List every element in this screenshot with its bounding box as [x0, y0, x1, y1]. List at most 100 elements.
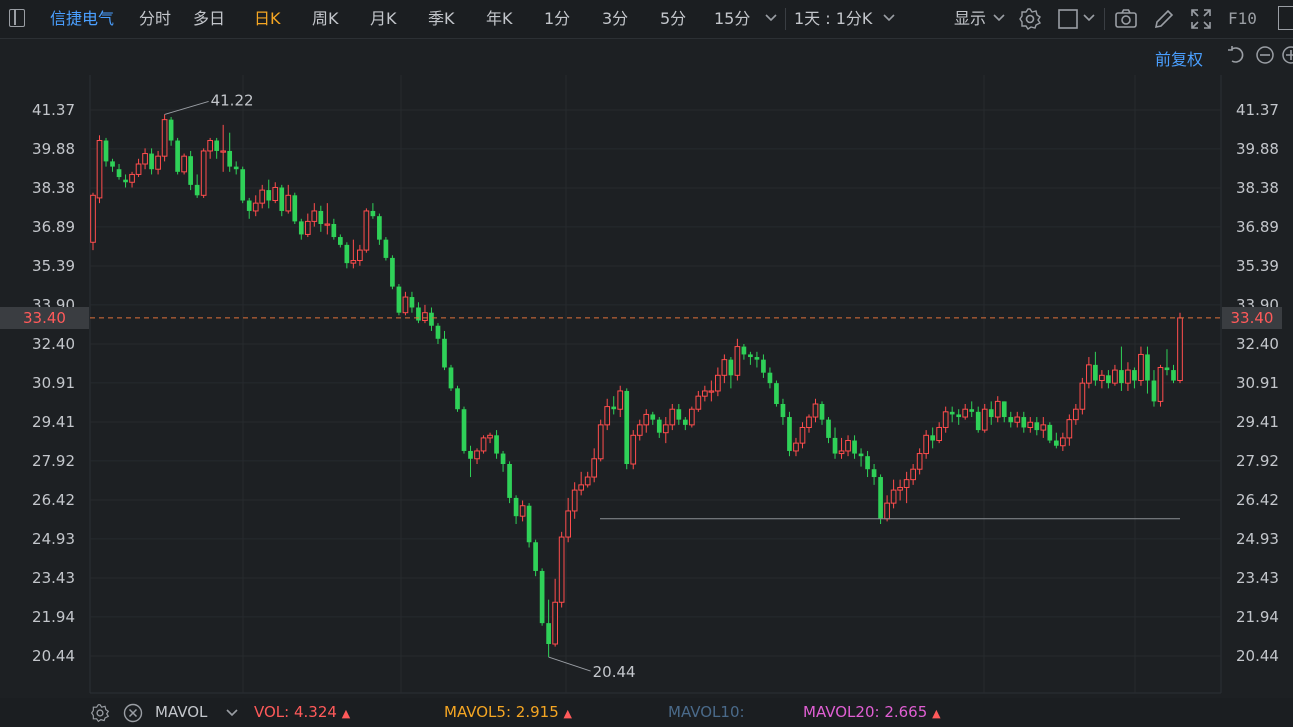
camera-icon[interactable]	[1114, 7, 1138, 31]
candle-body	[246, 200, 252, 211]
gear-icon[interactable]	[1018, 7, 1042, 31]
pencil-icon[interactable]	[1152, 7, 1176, 31]
tab-weekly-k[interactable]: 周K	[312, 9, 339, 28]
mavol5-value: 2.915	[515, 703, 559, 721]
candle-body	[110, 161, 115, 167]
fullscreen-icon[interactable]	[1189, 7, 1213, 31]
chevron-down-icon[interactable]	[992, 11, 1006, 25]
mavol10-label: MAVOL10:	[668, 703, 745, 721]
candle-body	[227, 150, 233, 167]
candle-body	[442, 338, 447, 368]
candle-body	[487, 434, 493, 439]
candle-body	[604, 406, 611, 426]
candle-body	[949, 411, 955, 415]
undo-icon[interactable]	[1226, 45, 1246, 65]
candle-body	[207, 140, 214, 152]
candle-body	[728, 359, 734, 376]
price-tick-label: 26.42	[1236, 491, 1279, 509]
candle-body	[806, 416, 812, 428]
candle-body	[272, 186, 279, 202]
candle-body	[350, 260, 357, 264]
candle-body	[1125, 369, 1131, 384]
price-tick-label: 35.39	[32, 257, 75, 275]
square-icon[interactable]	[1056, 7, 1080, 31]
price-tick-label: 20.44	[1236, 647, 1279, 665]
sidebar-toggle-icon[interactable]	[9, 9, 25, 27]
candle-body	[956, 414, 962, 418]
interval-selector[interactable]: 1天 : 1分K	[794, 9, 873, 28]
tab-yearly-k[interactable]: 年K	[486, 9, 513, 28]
indicator-name[interactable]: MAVOL	[155, 703, 208, 721]
candle-body	[123, 179, 128, 183]
current-price-tag-right: 33.40	[1222, 307, 1282, 329]
candle-body	[754, 357, 760, 360]
price-tick-label: 32.40	[1236, 335, 1279, 353]
candle-body	[597, 424, 604, 460]
candlestick-chart[interactable]: 41.3739.8838.3836.8935.3933.9032.4030.91…	[0, 0, 1293, 698]
candle-body	[774, 383, 779, 404]
candle-body	[571, 489, 578, 512]
zoom-in-icon[interactable]	[1281, 45, 1293, 65]
price-tick-label: 41.37	[32, 101, 75, 119]
gear-icon[interactable]	[90, 703, 110, 723]
tab-3min[interactable]: 3分	[602, 9, 629, 28]
candle-body	[832, 437, 838, 454]
candle-body	[422, 312, 428, 322]
candle-body	[377, 216, 382, 240]
candle-body	[135, 163, 142, 175]
price-tick-label: 39.88	[32, 140, 75, 158]
tab-daily-k[interactable]: 日K	[254, 9, 281, 28]
chevron-down-icon[interactable]	[764, 11, 778, 25]
candle-body	[936, 426, 943, 442]
candle-body	[344, 244, 350, 264]
tab-monthly-k[interactable]: 月K	[370, 9, 397, 28]
candle-body	[962, 408, 969, 418]
f10-button[interactable]: F10	[1228, 9, 1257, 28]
candle-body	[780, 404, 786, 418]
tab-1min[interactable]: 1分	[544, 9, 571, 28]
tab-duori[interactable]: 多日	[193, 9, 226, 28]
price-tick-label: 41.37	[1236, 101, 1279, 119]
tab-15min[interactable]: 15分	[714, 9, 751, 28]
price-tick-label: 38.38	[32, 179, 75, 197]
panel-toggle-icon[interactable]	[1278, 6, 1293, 30]
candle-body	[1008, 417, 1014, 423]
close-icon[interactable]	[123, 703, 143, 723]
candle-body	[1021, 417, 1027, 428]
candle-body	[357, 249, 363, 262]
candle-body	[748, 354, 753, 358]
candle-body	[292, 195, 298, 222]
candle-body	[636, 424, 643, 436]
candle-body	[676, 409, 682, 420]
zoom-out-icon[interactable]	[1255, 45, 1275, 65]
candle-body	[1112, 369, 1118, 384]
chart-grid	[89, 75, 1222, 694]
price-tick-label: 21.94	[1236, 608, 1279, 626]
candle-body	[494, 435, 499, 454]
candle-body	[994, 400, 1001, 418]
candle-body	[96, 140, 103, 199]
arrow-up-icon: ▲	[563, 707, 572, 720]
candle-body	[142, 153, 148, 165]
candle-body	[767, 372, 773, 384]
chevron-down-icon[interactable]	[225, 706, 239, 720]
mavol20-value: 2.665	[884, 703, 928, 721]
candle-body	[552, 601, 558, 645]
stock-name[interactable]: 信捷电气	[50, 9, 115, 28]
candle-body	[161, 119, 168, 157]
display-menu[interactable]: 显示	[954, 9, 987, 28]
tab-quarterly-k[interactable]: 季K	[428, 9, 455, 28]
chevron-down-icon[interactable]	[1082, 11, 1096, 25]
candle-body	[858, 453, 864, 457]
candle-body	[474, 450, 480, 460]
candle-body	[546, 623, 551, 644]
candle-body	[149, 153, 154, 170]
tab-fenshi[interactable]: 分时	[139, 9, 172, 28]
candle-body	[103, 140, 109, 162]
adjust-mode-link[interactable]: 前复权	[1155, 50, 1204, 69]
chevron-down-icon[interactable]	[882, 11, 896, 25]
candle-body	[1066, 419, 1073, 439]
tab-5min[interactable]: 5分	[660, 9, 687, 28]
candle-body	[188, 156, 193, 185]
price-tick-label: 27.92	[32, 452, 75, 470]
